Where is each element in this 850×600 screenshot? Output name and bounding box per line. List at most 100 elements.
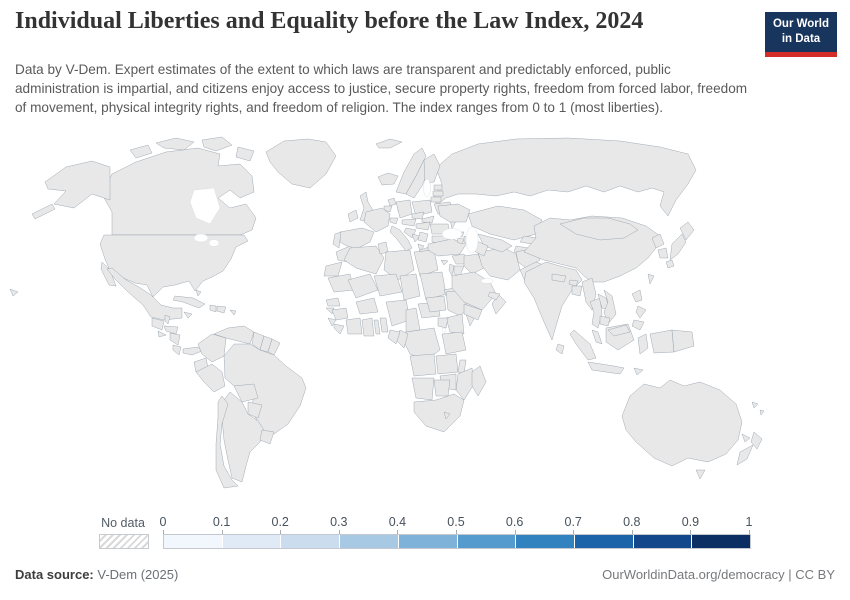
country-ireland[interactable]: Ireland: 0.9–1 [347, 209, 359, 223]
country-japan-honshu[interactable]: Japan: 0.9–1 [669, 233, 687, 261]
country-mexico[interactable]: Mexico: 0.3–0.4 [106, 267, 183, 321]
country-malaysia-borneo[interactable]: Malaysia: 0.5–0.6 [607, 324, 631, 337]
country-chad[interactable]: Chad: 0.1–0.2 [399, 273, 421, 301]
legend-bin[interactable] [222, 535, 282, 548]
country-canada-arctic-3[interactable]: Canada: 0.8–0.9 [235, 146, 255, 162]
country-dominican-republic[interactable]: Dominican Republic: 0.7–0.8 [216, 305, 227, 314]
country-bolivia[interactable]: Bolivia: 0.5–0.6 [233, 383, 259, 403]
legend-bin[interactable] [692, 535, 751, 548]
country-australia-tasmania[interactable]: Australia: 0.9–1 [695, 469, 706, 480]
country-colombia[interactable]: Colombia: 0.6–0.7 [197, 333, 227, 363]
country-timor-leste[interactable]: Timor-Leste: 0.6–0.7 [633, 367, 644, 376]
country-kenya[interactable]: Kenya: 0.5–0.6 [445, 313, 465, 335]
country-poland[interactable]: Poland: 0.8–0.9 [411, 199, 433, 217]
country-russia[interactable]: Russia: 0.2–0.3 [431, 137, 697, 217]
country-guatemala[interactable]: Guatemala: 0.5–0.6 [151, 317, 165, 331]
country-canada-arctic-1[interactable]: Canada: 0.8–0.9 [155, 137, 195, 151]
country-spain[interactable]: Spain: 0.8–0.9 [339, 227, 375, 251]
country-fiji-1[interactable]: Fiji: 0.8–0.9 [751, 401, 759, 409]
country-costa-rica[interactable]: Costa Rica: 0.8–0.9 [172, 344, 182, 356]
country-belize[interactable]: Belize: 0.4–0.5 [164, 314, 171, 325]
country-algeria[interactable]: Algeria: 0.3–0.4 [343, 245, 385, 275]
country-new-caledonia[interactable]: New Caledonia: No data [741, 433, 751, 443]
country-burkina-faso[interactable]: Burkina Faso: 0.5–0.6 [355, 297, 379, 315]
country-malaysia-peninsula[interactable]: Malaysia: 0.5–0.6 [591, 329, 603, 345]
owid-credit-link[interactable]: OurWorldinData.org/democracy | CC BY [602, 567, 835, 582]
country-armenia[interactable]: Armenia: 0.6–0.7 [456, 237, 465, 245]
country-uganda[interactable]: Uganda: 0.3–0.4 [437, 317, 449, 329]
country-sierra-leone[interactable]: Sierra Leone: 0.6–0.7 [327, 317, 337, 327]
legend-bin[interactable] [281, 535, 341, 548]
country-australia[interactable]: Australia: 0.9–1 [621, 379, 743, 467]
country-liberia[interactable]: Liberia: 0.7–0.8 [333, 323, 345, 335]
country-angola[interactable]: Angola: 0.4–0.5 [409, 353, 437, 377]
country-niger[interactable]: Niger: 0.7–0.8 [373, 273, 403, 297]
country-albania[interactable]: Albania: 0.6–0.7 [417, 243, 425, 253]
legend-bin[interactable] [574, 535, 634, 548]
country-canada-arctic-4[interactable]: Canada: 0.8–0.9 [129, 144, 153, 159]
country-mozambique[interactable]: Mozambique: 0.3–0.4 [455, 367, 475, 401]
country-greenland[interactable]: Greenland: No data [265, 138, 337, 189]
owid-logo[interactable]: Our World in Data [765, 12, 837, 57]
country-cambodia[interactable]: Cambodia: 0.3–0.4 [599, 315, 611, 327]
country-el-salvador[interactable]: El Salvador: 0.5–0.6 [157, 330, 167, 338]
legend-bin[interactable] [633, 535, 693, 548]
country-venezuela[interactable]: Venezuela: 0.1–0.2 [213, 325, 255, 345]
country-lithuania[interactable]: Lithuania: 0.8–0.9 [430, 196, 442, 203]
country-yemen[interactable]: Yemen: 0–0.1 [463, 303, 483, 321]
country-japan-hokkaido[interactable]: Japan: 0.9–1 [679, 221, 695, 241]
country-iraq[interactable]: Iraq: 0.2–0.3 [463, 253, 485, 275]
country-bosnia[interactable]: Bosnia and Herzegovina: 0.6–0.7 [411, 233, 421, 243]
country-indonesia-java[interactable]: Indonesia: 0.6–0.7 [587, 361, 625, 375]
country-india[interactable]: India: 0.5–0.6 [523, 261, 583, 341]
country-puerto-rico[interactable]: Puerto Rico: 0.5–0.6 [229, 309, 237, 316]
country-france[interactable]: France: 0.9–1 [363, 207, 391, 233]
country-new-zealand-north[interactable]: New Zealand: 0.9–1 [750, 431, 763, 450]
country-svalbard[interactable]: Norway: 0.9–1 [375, 138, 403, 149]
country-papua-new-guinea[interactable]: Papua New Guinea: 0.5–0.6 [671, 329, 695, 353]
country-nicaragua[interactable]: Nicaragua: 0.1–0.2 [169, 332, 181, 346]
country-libya[interactable]: Libya: 0–0.1 [383, 249, 415, 281]
country-hungary[interactable]: Hungary: 0.6–0.7 [415, 221, 431, 231]
country-netherlands[interactable]: Netherlands: 0.9–1 [387, 197, 397, 207]
legend-bin[interactable] [398, 535, 458, 548]
country-iceland[interactable]: Iceland: 0.9–1 [377, 172, 399, 186]
country-sri-lanka[interactable]: Sri Lanka: 0.4–0.5 [555, 343, 565, 355]
legend-bin[interactable] [457, 535, 517, 548]
legend-bin[interactable] [164, 535, 223, 548]
country-bangladesh[interactable]: Bangladesh: 0.3–0.4 [571, 285, 583, 297]
country-ghana[interactable]: Ghana: 0.8–0.9 [361, 317, 375, 337]
country-germany[interactable]: Germany: 0.9–1 [395, 199, 413, 219]
country-senegal[interactable]: Senegal: 0.7–0.8 [325, 297, 341, 307]
country-portugal[interactable]: Portugal: 0.9–1 [332, 231, 342, 249]
country-slovakia[interactable]: Slovakia: 0.8–0.9 [421, 215, 435, 224]
country-western-sahara[interactable]: Western Sahara: No data [323, 261, 343, 277]
country-finland[interactable]: Finland: 0.9–1 [423, 153, 441, 184]
country-gabon[interactable]: Gabon: 0.8–0.9 [387, 329, 401, 345]
country-cyprus[interactable]: Cyprus: 0.8–0.9 [440, 259, 449, 266]
country-guinea[interactable]: Guinea: 0.5–0.6 [331, 307, 349, 321]
country-madagascar[interactable]: Madagascar: 0.4–0.5 [471, 365, 487, 397]
country-new-zealand-south[interactable]: New Zealand: 0.9–1 [736, 444, 754, 466]
country-usa-hawaii[interactable]: United States: 0.9–1 [9, 288, 19, 297]
country-honduras[interactable]: Honduras: 0.1–0.2 [163, 325, 179, 335]
country-tanzania[interactable]: Tanzania: 0.7–0.8 [441, 331, 467, 355]
country-indonesia-sulawesi[interactable]: Indonesia: 0.6–0.7 [637, 333, 649, 355]
country-philippines-mindanao[interactable]: Philippines: 0.4–0.5 [631, 319, 645, 331]
country-botswana[interactable]: Botswana: 0.8–0.9 [433, 379, 451, 397]
country-togo[interactable]: Togo: 0.4–0.5 [373, 319, 381, 335]
country-panama[interactable]: Panama: 0.6–0.7 [182, 346, 203, 356]
legend-bin[interactable] [516, 535, 575, 548]
country-south-korea[interactable]: South Korea: 0.8–0.9 [657, 247, 669, 259]
country-cuba[interactable]: Cuba: 0.1–0.2 [172, 295, 206, 309]
country-mongolia[interactable]: Mongolia: 0.6–0.7 [559, 217, 639, 241]
country-egypt[interactable]: Egypt: 0.1–0.2 [413, 249, 439, 277]
country-taiwan[interactable]: Taiwan: 0.8–0.9 [647, 273, 655, 285]
country-latvia[interactable]: Latvia: 0.8–0.9 [432, 190, 444, 197]
country-austria[interactable]: Austria: 0.9–1 [401, 218, 417, 227]
country-canada[interactable]: Canada: 0.8–0.9 [101, 147, 257, 236]
legend-no-data-swatch[interactable] [99, 534, 149, 549]
country-paraguay[interactable]: Paraguay: 0.5–0.6 [247, 401, 263, 419]
country-serbia[interactable]: Serbia: 0.6–0.7 [417, 231, 429, 243]
country-uae[interactable]: United Arab Emirates: 0.3–0.4 [487, 291, 501, 301]
